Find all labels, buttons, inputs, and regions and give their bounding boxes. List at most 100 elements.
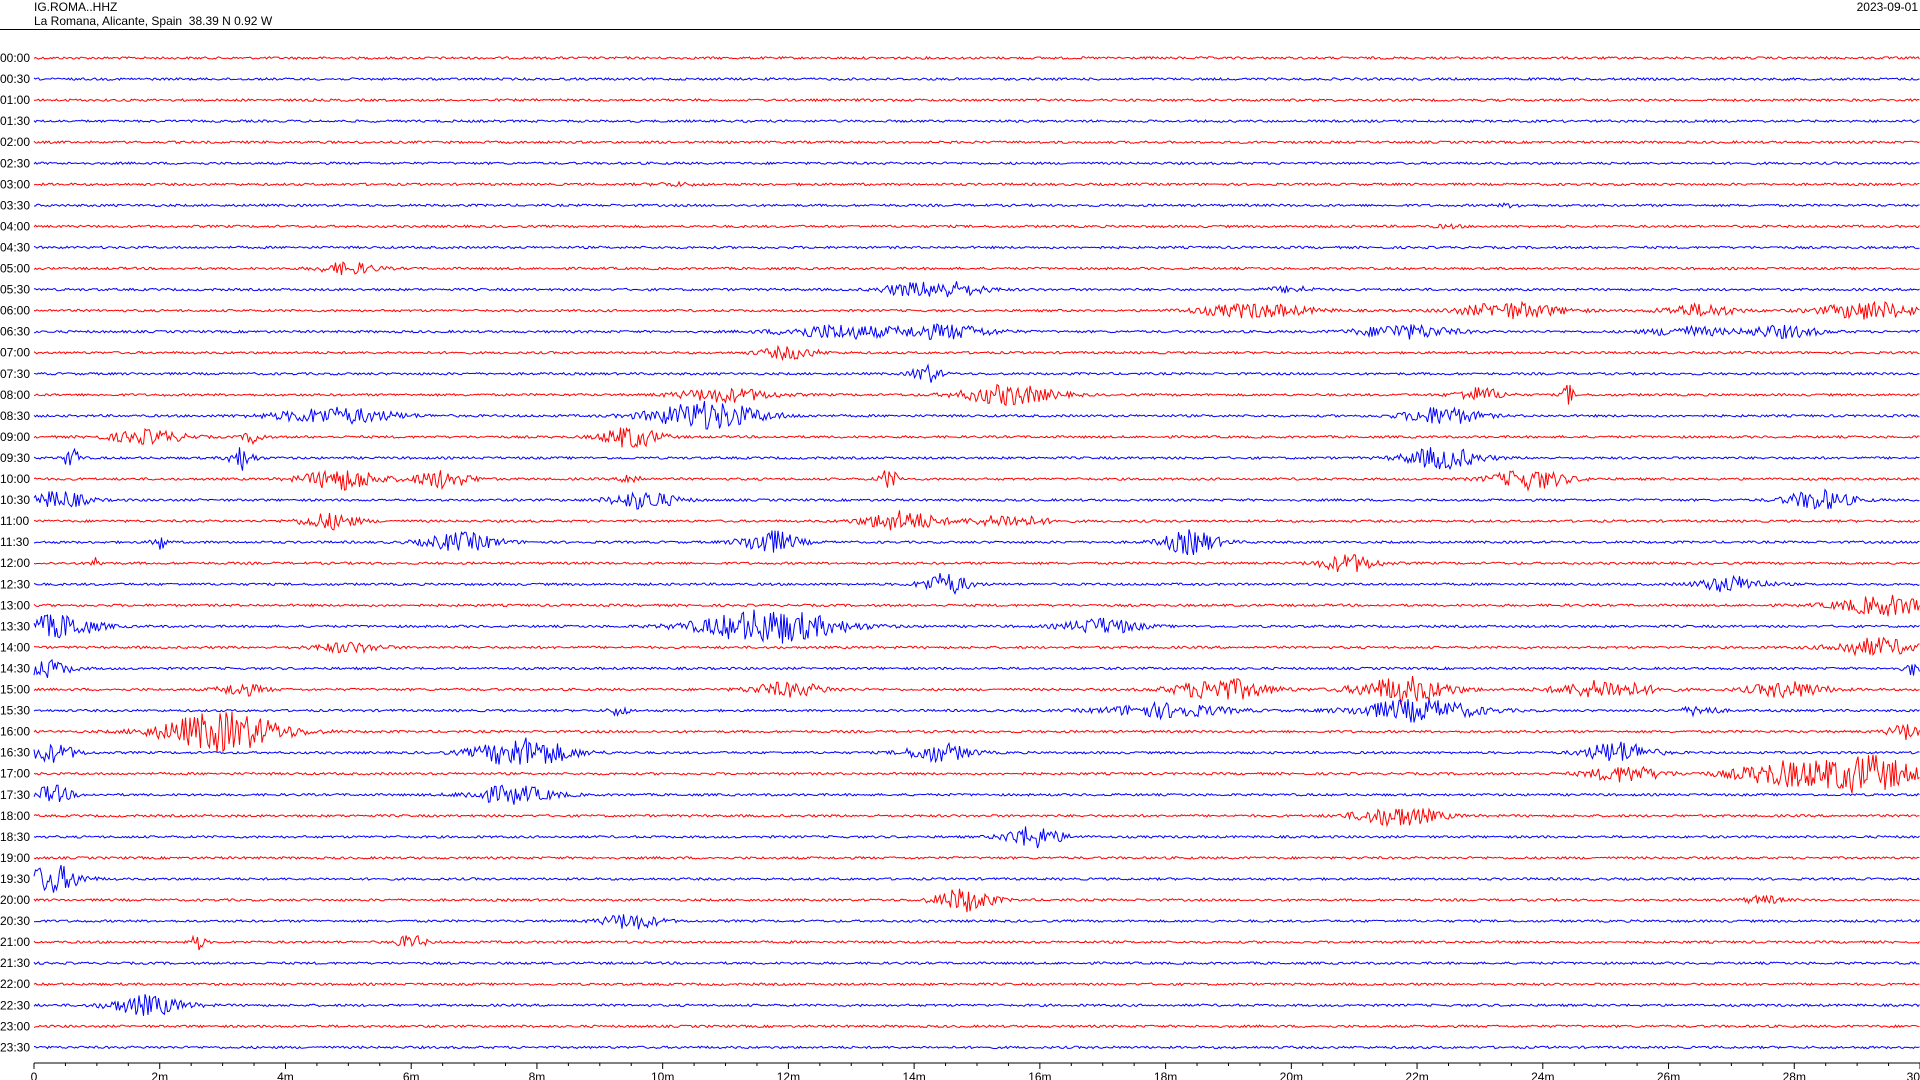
row-label: 01:30 [0,114,30,128]
trace-2000 [33,888,1920,913]
trace-2330 [33,1045,1920,1050]
row-label: 22:30 [0,998,30,1012]
trace-2100 [33,934,1920,951]
trace-0600 [33,300,1920,320]
row-label: 17:00 [0,767,30,781]
row-label: 04:00 [0,219,30,233]
trace-0200 [33,140,1920,145]
trace-0100 [33,98,1920,103]
trace-0730 [33,363,1920,383]
x-tick-label: 28m [1783,1070,1806,1080]
row-label: 20:00 [0,893,30,907]
station-location: La Romana, Alicante, Spain 38.39 N 0.92 … [34,14,273,28]
trace-1200 [33,553,1920,573]
row-label: 12:00 [0,556,30,570]
trace-1430 [33,658,1920,678]
row-label: 08:00 [0,388,30,402]
row-label: 23:30 [0,1040,30,1054]
trace-1230 [33,573,1920,595]
row-label: 19:30 [0,872,30,886]
trace-0800 [33,383,1920,407]
trace-0300 [33,180,1920,187]
row-label: 16:30 [0,746,30,760]
x-tick-label: 8m [529,1070,546,1080]
trace-1800 [33,807,1920,828]
trace-2230 [33,994,1920,1016]
station-code: IG.ROMA..HHZ [34,0,118,14]
trace-0130 [33,119,1920,124]
trace-1030 [33,488,1920,510]
row-label: 01:00 [0,93,30,107]
trace-0000 [33,55,1920,60]
row-label: 10:30 [0,493,30,507]
row-label: 13:00 [0,598,30,612]
trace-1130 [33,529,1920,556]
x-tick-label: 6m [403,1070,420,1080]
trace-2030 [33,914,1920,930]
x-tick-label: 2m [151,1070,168,1080]
x-tick-label: 22m [1405,1070,1428,1080]
trace-1700 [33,754,1920,794]
row-label: 05:30 [0,283,30,297]
trace-0930 [33,447,1920,471]
row-label: 23:00 [0,1019,30,1033]
row-label: 09:30 [0,451,30,465]
trace-1500 [33,676,1920,706]
trace-1830 [33,826,1920,849]
x-tick-label: 26m [1657,1070,1680,1080]
row-label: 03:30 [0,198,30,212]
row-label: 18:30 [0,830,30,844]
trace-1630 [33,737,1920,765]
trace-1730 [33,784,1920,805]
row-label: 09:00 [0,430,30,444]
row-label: 07:00 [0,346,30,360]
row-label: 21:00 [0,935,30,949]
x-tick-label: 24m [1531,1070,1554,1080]
x-tick-label: 20m [1280,1070,1303,1080]
row-label: 14:30 [0,661,30,675]
row-label: 22:00 [0,977,30,991]
trace-0830 [33,400,1920,430]
row-labels: 00:00 00:30 01:00 01:30 02:00 02:30 03:00 03:30… [0,51,30,1054]
row-label: 11:30 [0,535,29,549]
trace-0400 [33,223,1920,230]
trace-1530 [33,698,1920,723]
x-tick-label: 14m [902,1070,925,1080]
trace-1000 [33,469,1920,492]
trace-2200 [33,982,1920,987]
x-tick-label: 12m [777,1070,800,1080]
row-label: 15:30 [0,704,30,718]
x-tick-label: 18m [1154,1070,1177,1080]
trace-2300 [33,1024,1920,1029]
trace-1330 [33,609,1920,644]
row-label: 19:00 [0,851,30,865]
trace-1400 [33,636,1920,657]
trace-group [33,55,1920,1050]
trace-0630 [33,322,1920,341]
row-label: 00:30 [0,72,30,86]
row-label: 03:00 [0,177,30,191]
row-label: 16:00 [0,725,30,739]
x-axis: 0 2m 4m 6m 8m 10m 12m 14m 16m 18m 20m 22m 24m 26m 28m 3… [31,1062,1920,1080]
header-rule [0,29,1920,30]
x-tick-label: 10m [651,1070,674,1080]
row-label: 04:30 [0,240,30,254]
trace-0700 [33,344,1920,362]
trace-1300 [33,594,1920,617]
row-label: 11:00 [0,514,29,528]
row-label: 14:00 [0,640,30,654]
row-label: 10:00 [0,472,30,486]
row-label: 07:30 [0,367,30,381]
x-tick-label: 30 [1907,1070,1920,1080]
x-tick-label: 16m [1028,1070,1051,1080]
row-label: 05:00 [0,262,30,276]
trace-1930 [33,864,1920,893]
x-tick-label: 0 [31,1070,38,1080]
trace-1900 [33,855,1920,860]
trace-0500 [33,261,1920,276]
trace-1100 [33,510,1920,531]
trace-0030 [33,77,1920,82]
x-tick-label: 4m [277,1070,294,1080]
row-label: 17:30 [0,788,30,802]
